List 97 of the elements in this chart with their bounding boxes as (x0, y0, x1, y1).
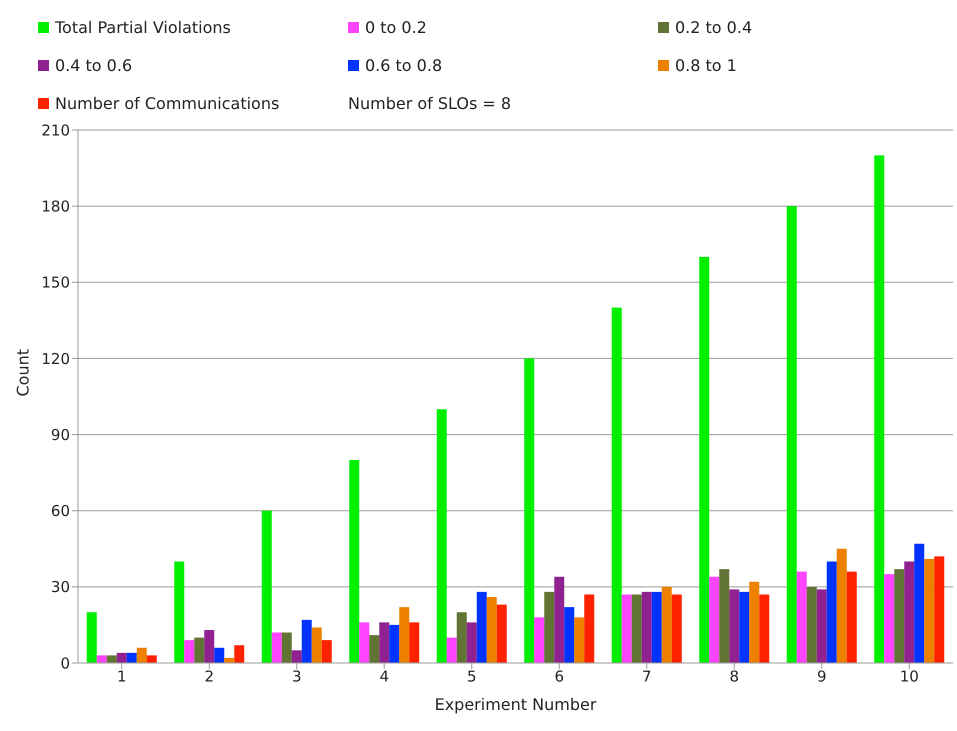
bar (322, 640, 332, 663)
bar (106, 655, 117, 663)
x-tick-label: 1 (116, 668, 127, 686)
bar (749, 582, 760, 663)
x-axis-title: Experiment Number (434, 695, 597, 714)
x-tick-label: 9 (816, 668, 827, 686)
bar (312, 627, 322, 663)
y-tick-label: 0 (60, 654, 70, 672)
bar (816, 589, 827, 663)
legend-label: 0 to 0.2 (365, 18, 427, 36)
bar (184, 640, 194, 663)
legend-label: 0.2 to 0.4 (675, 18, 752, 36)
y-tick-label: 210 (41, 121, 70, 140)
x-tick-label: 4 (379, 668, 390, 686)
bar (719, 569, 730, 663)
bar (534, 617, 544, 663)
bar (292, 650, 302, 663)
legend-label: Total Partial Violations (55, 18, 231, 36)
bar (874, 155, 884, 663)
bar (379, 622, 390, 663)
bar (174, 561, 184, 663)
x-tick-label: 2 (204, 668, 214, 686)
bar (904, 561, 914, 663)
x-tick-label: 3 (292, 668, 302, 686)
bar (612, 308, 622, 663)
bar (214, 648, 224, 663)
bar (262, 510, 272, 663)
bar (786, 206, 797, 663)
bar (409, 622, 420, 663)
bar (846, 572, 857, 663)
bar (466, 622, 477, 663)
bar (934, 556, 944, 663)
bar (554, 576, 564, 663)
bar (574, 617, 584, 663)
bar (302, 620, 312, 663)
bar (632, 594, 642, 663)
bar (126, 652, 137, 663)
bar (146, 655, 157, 663)
bar (826, 561, 837, 663)
legend-label: 0.6 to 0.8 (365, 56, 442, 74)
bar (446, 638, 457, 663)
bar (662, 586, 672, 663)
y-tick-label: 30 (50, 578, 70, 596)
y-tick-label: 120 (41, 350, 70, 368)
bar (564, 607, 574, 663)
bar (894, 569, 904, 663)
bar (759, 594, 770, 663)
bar (924, 558, 934, 663)
bar (204, 630, 214, 663)
bar (349, 460, 360, 663)
bar (136, 648, 147, 663)
bar (806, 586, 817, 663)
bar (359, 622, 370, 663)
bar (456, 612, 467, 663)
bar (672, 594, 682, 663)
bar (796, 572, 807, 663)
bar (194, 638, 204, 663)
bar (836, 548, 847, 663)
x-tick-label: 6 (554, 668, 564, 686)
bar (282, 632, 292, 663)
y-tick-label: 90 (50, 426, 70, 444)
bar (486, 597, 497, 663)
bar (739, 592, 750, 663)
bar (652, 592, 662, 663)
bar (436, 409, 447, 663)
bar (884, 574, 894, 663)
bar (642, 592, 652, 663)
bar (234, 645, 244, 663)
bar (524, 358, 534, 663)
legend-label: 0.8 to 1 (675, 56, 737, 74)
bar (96, 655, 107, 663)
bar (699, 256, 710, 663)
bar (496, 604, 507, 663)
bar (584, 594, 594, 663)
legend-label: Number of Communications (55, 94, 280, 112)
bar (622, 594, 632, 663)
y-tick-label: 60 (50, 502, 70, 520)
x-tick-label: 5 (466, 668, 477, 686)
text: Number of SLOs = 8 (348, 92, 512, 114)
bar (729, 589, 740, 663)
x-tick-label: 7 (642, 668, 652, 686)
bar (86, 612, 97, 663)
y-axis-title: Count (14, 348, 33, 396)
y-tick-label: 150 (41, 274, 70, 292)
bar (116, 652, 127, 663)
bar (544, 592, 554, 663)
x-tick-label: 10 (900, 668, 919, 686)
bar (476, 592, 487, 663)
bar (272, 632, 282, 663)
bar (709, 576, 720, 663)
y-tick-label: 180 (41, 197, 70, 216)
bar (369, 635, 380, 663)
x-tick-label: 8 (729, 668, 740, 686)
bar (914, 544, 924, 663)
bar (389, 624, 400, 663)
legend-label: 0.4 to 0.6 (55, 56, 132, 74)
bar (399, 607, 410, 663)
